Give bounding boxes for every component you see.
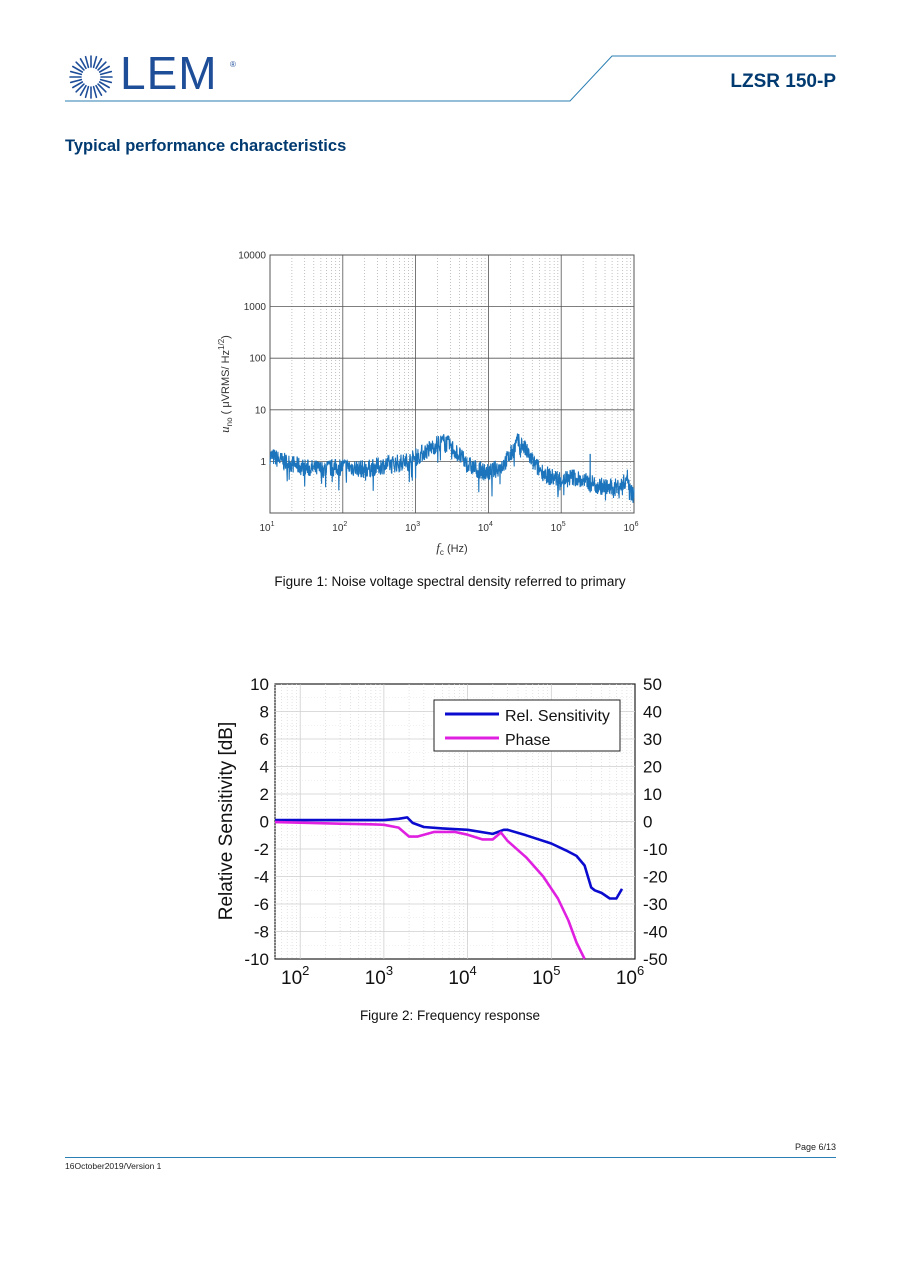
sunburst-ray	[97, 83, 107, 93]
sunburst-ray	[84, 55, 90, 69]
y2-tick-label: -40	[643, 923, 668, 942]
y-axis-label: uno ( μVRMS/ Hz1/2)	[217, 335, 234, 433]
y2-tick-label: 40	[643, 703, 662, 722]
y2-tick-label: -50	[643, 950, 668, 969]
figure1-caption: Figure 1: Noise voltage spectral density…	[274, 574, 626, 589]
frequency-response-chart: 102 103 104 105 1061086420-2-4-6-8-105040302…	[216, 675, 668, 989]
x-tick-label: 104	[448, 963, 476, 989]
y-tick-label: 2	[260, 785, 269, 804]
y-axis-label: Relative Sensitivity [dB]	[216, 722, 237, 921]
legend-phase-label: Phase	[505, 732, 550, 749]
y-tick-label: 10	[250, 675, 269, 694]
sunburst-ray	[69, 78, 83, 84]
legend-sensitivity-label: Rel. Sensitivity	[505, 708, 610, 725]
document-version: 16October2019/Version 1	[65, 1161, 162, 1171]
y-tick-label: -8	[254, 923, 269, 942]
y-tick-label: -10	[244, 950, 269, 969]
sunburst-ray	[75, 83, 85, 93]
page-number: Page 6/13	[794, 1142, 836, 1152]
sunburst-ray	[92, 85, 98, 99]
y2-tick-label: 20	[643, 758, 662, 777]
header-rule	[65, 55, 836, 102]
y-tick-label: 0	[260, 813, 269, 832]
y2-tick-label: 30	[643, 730, 662, 749]
y-tick-label: 1	[260, 457, 266, 468]
y-tick-label: 100	[249, 354, 266, 365]
product-name: LZSR 150-P	[730, 71, 836, 92]
sunburst-ray	[75, 61, 85, 71]
x-tick-label: 104	[478, 521, 493, 534]
x-tick-label: 102	[281, 963, 309, 989]
sunburst-ray	[99, 70, 113, 76]
y-tick-label: 8	[260, 703, 269, 722]
phase-series	[274, 820, 586, 960]
x-tick-label: 103	[365, 963, 393, 989]
sunburst-ray	[69, 70, 83, 76]
section-title: Typical performance characteristics	[65, 137, 347, 155]
sunburst-ray	[95, 84, 103, 96]
sensitivity-series	[275, 816, 624, 900]
sunburst-ray	[97, 61, 107, 71]
x-tick-label: 106	[616, 963, 644, 989]
x-tick-label: 101	[259, 521, 274, 534]
figure2-caption: Figure 2: Frequency response	[359, 1008, 541, 1023]
x-axis-label: fc (Hz)	[436, 540, 467, 557]
header-graphics	[65, 55, 836, 102]
sunburst-ray	[98, 65, 110, 73]
x-tick-label: 106	[623, 521, 638, 534]
y2-tick-label: -30	[643, 895, 668, 914]
y-tick-label: 10	[255, 405, 267, 416]
sunburst-ray	[84, 85, 90, 99]
y-tick-label: -2	[254, 840, 269, 859]
sunburst-ray	[99, 78, 113, 84]
sunburst-ray	[72, 65, 84, 73]
legend: Rel. Sensitivity Phase	[433, 699, 621, 752]
y-tick-label: 1000	[244, 302, 267, 313]
y2-tick-label: 0	[643, 813, 652, 832]
sunburst-ray	[98, 81, 110, 89]
sunburst-ray	[92, 55, 98, 69]
sunburst-logo-icon	[69, 55, 113, 99]
y-tick-label: 6	[260, 730, 269, 749]
sunburst-ray	[79, 58, 87, 70]
y2-tick-label: -10	[643, 840, 668, 859]
logo-registered-mark: ®	[230, 60, 236, 69]
y-tick-label: 4	[260, 758, 269, 777]
x-tick-label: 103	[405, 521, 420, 534]
sunburst-ray	[72, 81, 84, 89]
footer-rule	[65, 1157, 836, 1158]
y2-tick-label: -20	[643, 868, 668, 887]
logo-text: LEM	[120, 47, 218, 99]
y2-tick-label: 50	[643, 675, 662, 694]
x-tick-label: 105	[532, 963, 560, 989]
y-tick-label: -6	[254, 895, 269, 914]
y-tick-label: 10000	[238, 251, 266, 262]
sunburst-ray	[95, 58, 103, 70]
x-tick-label: 105	[551, 521, 566, 534]
plot-area	[269, 254, 635, 514]
sunburst-ray	[79, 84, 87, 96]
y-tick-label: -4	[254, 868, 269, 887]
x-tick-label: 102	[332, 521, 347, 534]
noise-density-series	[269, 433, 635, 503]
y2-tick-label: 10	[643, 785, 662, 804]
